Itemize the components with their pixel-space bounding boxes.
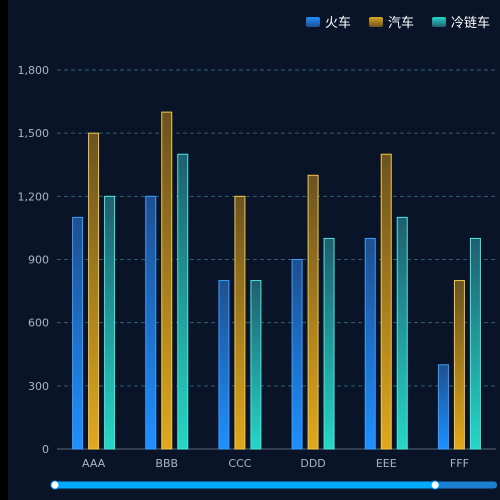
legend-swatch-train — [305, 16, 320, 27]
bar-ccc-series-2[interactable] — [250, 280, 262, 450]
bar-ddd-series-2[interactable] — [323, 237, 335, 450]
legend-label-cold-chain: 冷链车 — [450, 16, 490, 31]
y-tick-label: 300 — [28, 380, 49, 393]
legend-item-cold-chain[interactable]: 冷链车 — [431, 12, 490, 31]
datazoom-selected-range[interactable] — [55, 481, 436, 489]
bar-bbb-series-2[interactable] — [177, 153, 189, 450]
x-tick-label: BBB — [155, 457, 178, 470]
legend-label-train: 火车 — [324, 16, 351, 31]
legend: 火车 汽车 冷链车 — [305, 12, 490, 31]
x-tick-label: AAA — [82, 457, 106, 470]
bar-fff-series-0[interactable] — [437, 364, 449, 450]
bar-bbb-series-1[interactable] — [161, 111, 173, 450]
bar-aaa-series-2[interactable] — [104, 195, 116, 450]
datazoom-end-handle[interactable] — [430, 480, 440, 490]
x-tick-label: DDD — [300, 457, 325, 470]
bar-eee-series-2[interactable] — [396, 216, 408, 450]
x-tick-label: FFF — [450, 457, 469, 470]
x-tick-label: CCC — [228, 457, 251, 470]
bar-eee-series-1[interactable] — [380, 153, 392, 450]
bar-fff-series-2[interactable] — [469, 237, 481, 450]
x-tick-label: EEE — [376, 457, 397, 470]
legend-item-train[interactable]: 火车 — [305, 12, 351, 31]
bar-ddd-series-0[interactable] — [291, 259, 303, 450]
y-tick-label: 1,800 — [18, 64, 50, 77]
y-tick-label: 0 — [42, 443, 49, 456]
legend-item-truck[interactable]: 汽车 — [368, 12, 414, 31]
bar-aaa-series-0[interactable] — [72, 216, 84, 450]
y-tick-label: 1,200 — [18, 190, 50, 203]
bar-eee-series-0[interactable] — [364, 237, 376, 450]
bar-ccc-series-0[interactable] — [218, 280, 230, 450]
legend-swatch-cold-chain — [431, 16, 446, 27]
legend-label-truck: 汽车 — [387, 16, 414, 31]
legend-swatch-truck — [368, 16, 383, 27]
bar-ccc-series-1[interactable] — [234, 195, 246, 450]
bar-aaa-series-1[interactable] — [88, 132, 100, 450]
y-tick-label: 600 — [28, 317, 49, 330]
bar-fff-series-1[interactable] — [453, 280, 465, 450]
bar-ddd-series-1[interactable] — [307, 174, 319, 450]
left-edge-strip — [0, 0, 8, 500]
datazoom-start-handle[interactable] — [50, 480, 60, 490]
bar-bbb-series-0[interactable] — [145, 195, 157, 450]
y-tick-label: 900 — [28, 254, 49, 267]
y-tick-label: 1,500 — [18, 127, 50, 140]
